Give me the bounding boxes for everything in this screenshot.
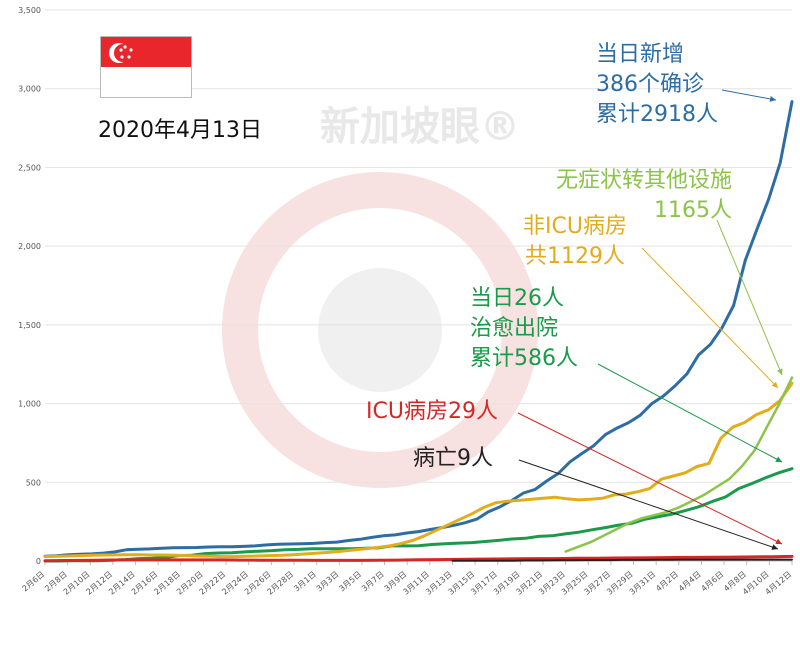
x-tick-label: 2月6日 <box>20 570 46 594</box>
annotation-line: 非ICU病房 <box>523 214 627 239</box>
annotation-total-confirmed: 当日新增 386个确诊 累计2918人 <box>596 40 718 130</box>
y-tick-label: 3,500 <box>18 6 41 15</box>
annotation-arrow-asymptomatic <box>716 219 783 376</box>
watermark-ring <box>222 172 538 488</box>
annotation-deaths: 病亡9人 <box>413 444 493 474</box>
y-axis: 0 500 1,000 1,500 2,000 2,500 3,000 3,500 <box>18 6 41 566</box>
y-tick-label: 500 <box>26 478 41 487</box>
annotation-line: 病亡9人 <box>413 446 493 471</box>
series-line-non-icu <box>43 381 794 559</box>
flag-white-band <box>101 67 191 97</box>
series-line-total-confirmed <box>43 100 794 558</box>
date-label: 2020年4月13日 <box>98 118 262 143</box>
watermark-logo: 新加坡眼® <box>222 104 538 488</box>
annotation-line: ICU病房29人 <box>366 399 498 424</box>
annotation-arrow-total-confirmed <box>721 89 777 102</box>
x-tick-label: 3月5日 <box>337 570 363 594</box>
series-line-asymptomatic <box>564 376 794 553</box>
annotation-line: 1165人 <box>654 198 732 223</box>
x-tick-label: 3月3日 <box>315 570 341 594</box>
annotation-line: 累计586人 <box>470 346 578 371</box>
annotation-line: 共1129人 <box>525 244 625 269</box>
series-line-recovered <box>43 467 794 563</box>
annotation-arrows <box>517 89 783 550</box>
watermark-center <box>318 268 442 392</box>
x-tick-label: 4月6日 <box>700 570 726 594</box>
watermark-text: 新加坡眼® <box>320 104 520 150</box>
singapore-flag-icon <box>100 36 192 98</box>
annotation-line: 治愈出院 <box>470 316 559 341</box>
gridlines <box>45 9 792 562</box>
annotation-asymptomatic: 无症状转其他设施 1165人 <box>512 166 732 226</box>
y-tick-label: 0 <box>36 557 41 566</box>
annotation-arrow-icu <box>517 412 783 545</box>
annotation-arrow-deaths <box>518 459 779 550</box>
series-line-icu <box>43 554 794 563</box>
annotation-recovered: 当日26人 治愈出院 累计586人 <box>470 284 578 374</box>
annotation-line: 当日26人 <box>470 286 564 311</box>
x-tick-label: 3月1日 <box>292 570 318 594</box>
annotation-line: 累计2918人 <box>596 102 718 127</box>
y-tick-label: 1,000 <box>18 400 41 409</box>
data-series <box>43 100 794 563</box>
x-tick-label: 4月2日 <box>654 570 680 594</box>
y-tick-label: 3,000 <box>18 85 41 94</box>
y-tick-label: 2,500 <box>18 163 41 172</box>
x-tick-label: 3月7日 <box>360 570 386 594</box>
annotation-line: 当日新增 <box>596 42 685 67</box>
annotation-arrow-recovered <box>597 363 783 463</box>
annotation-line: 386个确诊 <box>596 72 704 97</box>
annotation-non-icu: 非ICU病房 共1129人 <box>505 212 645 272</box>
x-axis: 2月6日2月8日2月10日2月12日2月14日2月16日2月18日2月20日2月… <box>20 561 793 597</box>
x-tick-label: 4月4日 <box>677 570 703 594</box>
crescent-stars-icon <box>109 43 133 63</box>
y-tick-label: 1,500 <box>18 321 41 330</box>
series-line-deaths <box>451 558 793 562</box>
y-tick-label: 2,000 <box>18 242 41 251</box>
annotation-line: 无症状转其他设施 <box>555 168 732 193</box>
annotation-icu: ICU病房29人 <box>366 397 498 427</box>
annotation-arrow-non-icu <box>641 247 779 389</box>
